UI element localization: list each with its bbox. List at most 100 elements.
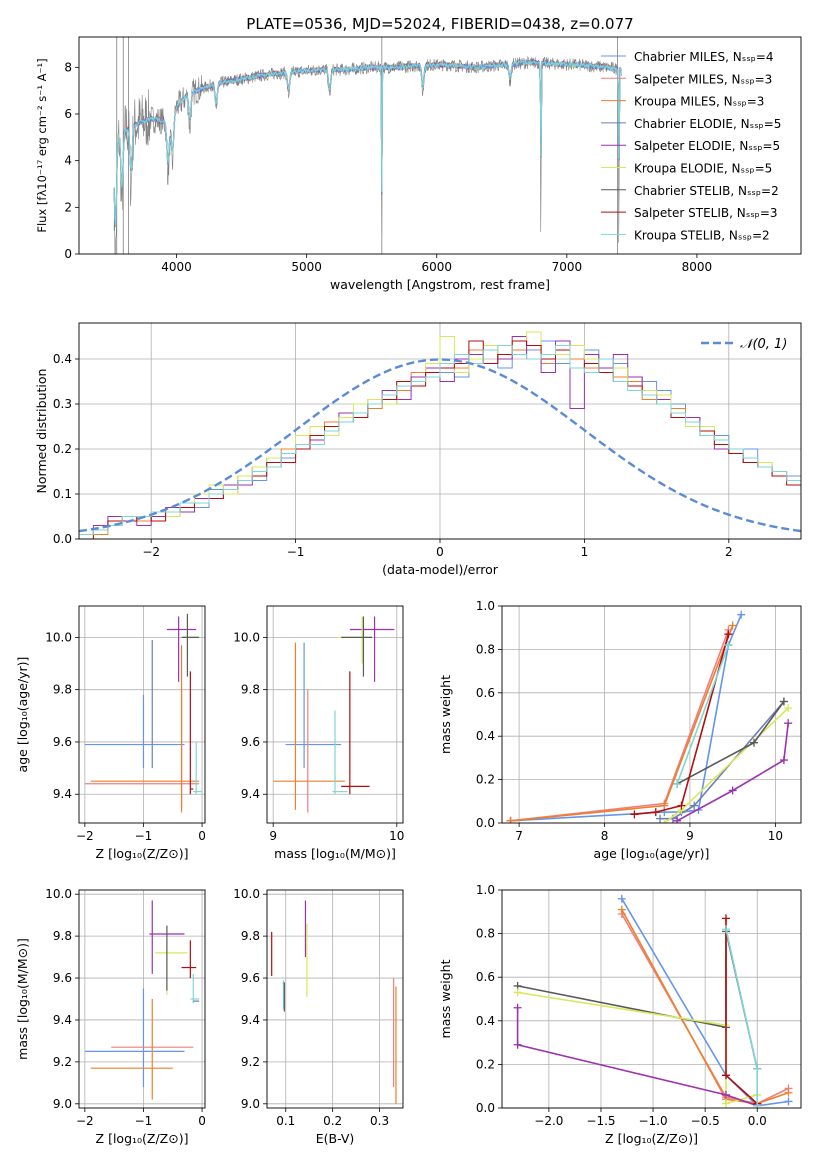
y-tick-label: 0.2 — [476, 1057, 495, 1071]
y-tick-label: 0.4 — [53, 352, 72, 366]
x-axis-label: age [log₁₀(age/yr)] — [594, 846, 710, 861]
y-tick-label: 9.6 — [241, 735, 260, 749]
errorbar-chabrier-miles — [84, 694, 185, 769]
x-axis-label: Z [log₁₀(Z/Z⊙)] — [605, 1131, 698, 1146]
series-salpeter-elodie — [513, 1003, 762, 1108]
plot-area-spectrum — [113, 37, 622, 254]
x-tick-label: 0 — [198, 1114, 206, 1128]
panel-age_vs_mass: 9 10 9.4 9.6 9.8 10.0 mass [log₁₀(M/M⊙)] — [233, 605, 404, 861]
x-tick-label: 10 — [389, 829, 404, 843]
y-tick-label: 10.0 — [45, 887, 72, 901]
series-marker — [728, 621, 737, 630]
series-kroupa-miles — [506, 621, 737, 823]
y-tick-label: 1.0 — [476, 883, 495, 897]
errorbar-kroupa-miles — [90, 645, 200, 810]
axes-frame — [501, 889, 802, 1109]
y-tick-label: 0.2 — [476, 773, 495, 787]
y-axis-label: age [log₁₀(age/yr)] — [15, 657, 30, 773]
x-tick-label: −0.5 — [691, 1114, 720, 1128]
x-tick-label: 4000 — [161, 260, 192, 274]
errorbar-kroupa-elodie — [181, 613, 200, 664]
errorbar-chabrier-stelib — [181, 613, 200, 677]
series-marker — [779, 756, 788, 765]
model-curve-salpeter-elodie — [113, 58, 622, 228]
panel-spectrum: 4000 5000 6000 7000 8000 0 2 4 6 8 wavelength [Ang… — [35, 36, 802, 292]
y-tick-label: 9.6 — [53, 971, 72, 985]
errorbar-kroupa-stelib — [332, 710, 348, 795]
legend-label: Chabrier MILES, Nₛₛₚ=4 — [634, 50, 774, 64]
x-tick-label: 6000 — [421, 260, 452, 274]
x-tick-label: 0.3 — [370, 1114, 389, 1128]
errorbar-chabrier-miles — [285, 642, 342, 769]
axes-frame — [78, 889, 206, 1109]
series-marker — [737, 610, 746, 619]
x-tick-label: 9 — [269, 829, 277, 843]
axes-frame — [78, 36, 802, 255]
histogram-kroupa-stelib — [79, 345, 801, 539]
y-tick-label: 9.8 — [53, 929, 72, 943]
series-marker — [677, 801, 686, 810]
series-marker — [779, 697, 788, 706]
y-tick-label: 0.2 — [53, 442, 72, 456]
plot-area-weight_vs_Z — [513, 894, 793, 1108]
series-marker — [513, 1003, 522, 1012]
y-tick-label: 9.4 — [241, 787, 260, 801]
series-salpeter-stelib — [630, 630, 733, 819]
series-marker — [724, 630, 733, 639]
y-tick-label: 10.0 — [233, 630, 260, 644]
x-tick-label: 0.1 — [276, 1114, 295, 1128]
y-tick-label: 0 — [64, 247, 72, 261]
series-marker — [750, 738, 759, 747]
series-kroupa-stelib — [673, 641, 733, 788]
series-marker — [630, 810, 639, 819]
series-marker — [721, 925, 730, 934]
x-tick-label: −2 — [76, 1114, 94, 1128]
y-tick-label: 0.8 — [476, 927, 495, 941]
legend-label: Kroupa ELODIE, Nₛₛₚ=5 — [634, 162, 772, 176]
series-marker — [513, 988, 522, 997]
series-line — [676, 723, 789, 822]
errorbar-kroupa-miles — [273, 642, 345, 810]
y-tick-label: 1.0 — [476, 599, 495, 613]
y-tick-label: 9.4 — [53, 1013, 72, 1027]
y-axis-label: mass weight — [438, 959, 453, 1038]
series-marker — [721, 914, 730, 923]
y-tick-label: 0.1 — [53, 487, 72, 501]
x-tick-label: −1.5 — [586, 1114, 615, 1128]
series-line — [676, 644, 730, 785]
model-curve-kroupa-miles — [113, 59, 622, 227]
x-tick-label: −1 — [287, 545, 305, 559]
series-line — [621, 898, 789, 1107]
axes-frame — [78, 605, 206, 824]
y-tick-label: 8 — [64, 60, 72, 74]
y-tick-label: 9.8 — [241, 683, 260, 697]
y-tick-label: 9.2 — [241, 1055, 260, 1069]
y-tick-label: 9.0 — [53, 1097, 72, 1111]
residual-legend: 𝒩(0, 1) — [701, 337, 787, 352]
series-line — [725, 918, 758, 1105]
errorbar-kroupa-stelib — [193, 741, 203, 795]
y-tick-label: 0.6 — [476, 970, 495, 984]
model-curve-chabrier-stelib — [113, 58, 622, 225]
series-marker — [784, 1088, 793, 1097]
y-tick-label: 0.3 — [53, 397, 72, 411]
x-tick-label: 1 — [581, 545, 589, 559]
series-marker — [690, 801, 699, 810]
errorbar-salpeter-stelib — [181, 940, 197, 979]
y-tick-label: 10.0 — [45, 630, 72, 644]
series-marker — [753, 1064, 762, 1073]
x-tick-label: −1.0 — [638, 1114, 667, 1128]
series-line — [510, 614, 742, 822]
histogram-chabrier-miles — [79, 340, 801, 539]
legend-label: Kroupa MILES, Nₛₛₚ=3 — [634, 95, 764, 109]
y-tick-label: 10.0 — [233, 887, 260, 901]
series-kroupa-elodie — [660, 703, 793, 823]
y-axis-label: mass [log₁₀(M/M⊙)] — [15, 938, 30, 1060]
model-curve-kroupa-elodie — [113, 59, 622, 224]
model-curve-chabrier-elodie — [113, 59, 622, 226]
x-axis-label: (data-model)/error — [382, 562, 499, 577]
errorbar-chabrier-stelib — [341, 616, 373, 677]
series-marker — [673, 816, 682, 823]
series-marker — [506, 816, 515, 823]
errorbar-chabrier-miles — [84, 988, 185, 1088]
